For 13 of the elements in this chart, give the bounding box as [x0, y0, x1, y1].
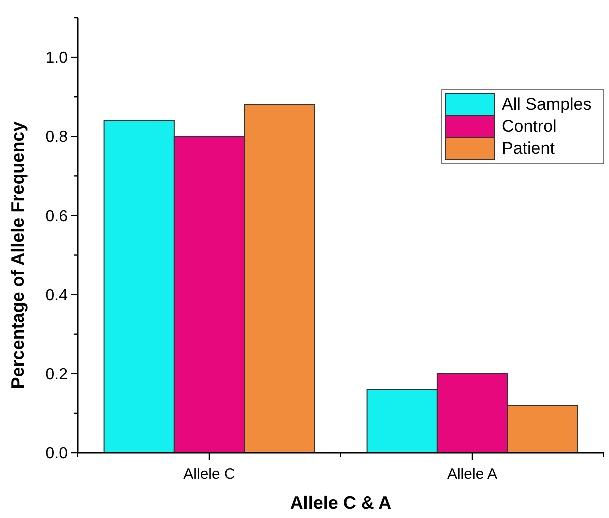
y-axis-title: Percentage of Allele Frequency — [8, 122, 28, 390]
y-tick-label: 0.6 — [46, 208, 68, 226]
y-tick-label: 0.4 — [46, 287, 68, 304]
y-tick-label: 1.0 — [46, 50, 68, 68]
x-axis-title: Allele C & A — [290, 493, 392, 513]
y-tick-label: 0.8 — [46, 129, 68, 146]
legend-label: Patient — [502, 139, 556, 158]
x-tick-label: Allele C — [184, 466, 236, 483]
y-tick-label: 0.2 — [46, 366, 68, 384]
x-tick-label: Allele A — [447, 466, 498, 483]
legend-label: All Samples — [502, 95, 592, 114]
legend-label: Control — [502, 117, 557, 136]
y-tick-label: 0.0 — [46, 446, 68, 463]
